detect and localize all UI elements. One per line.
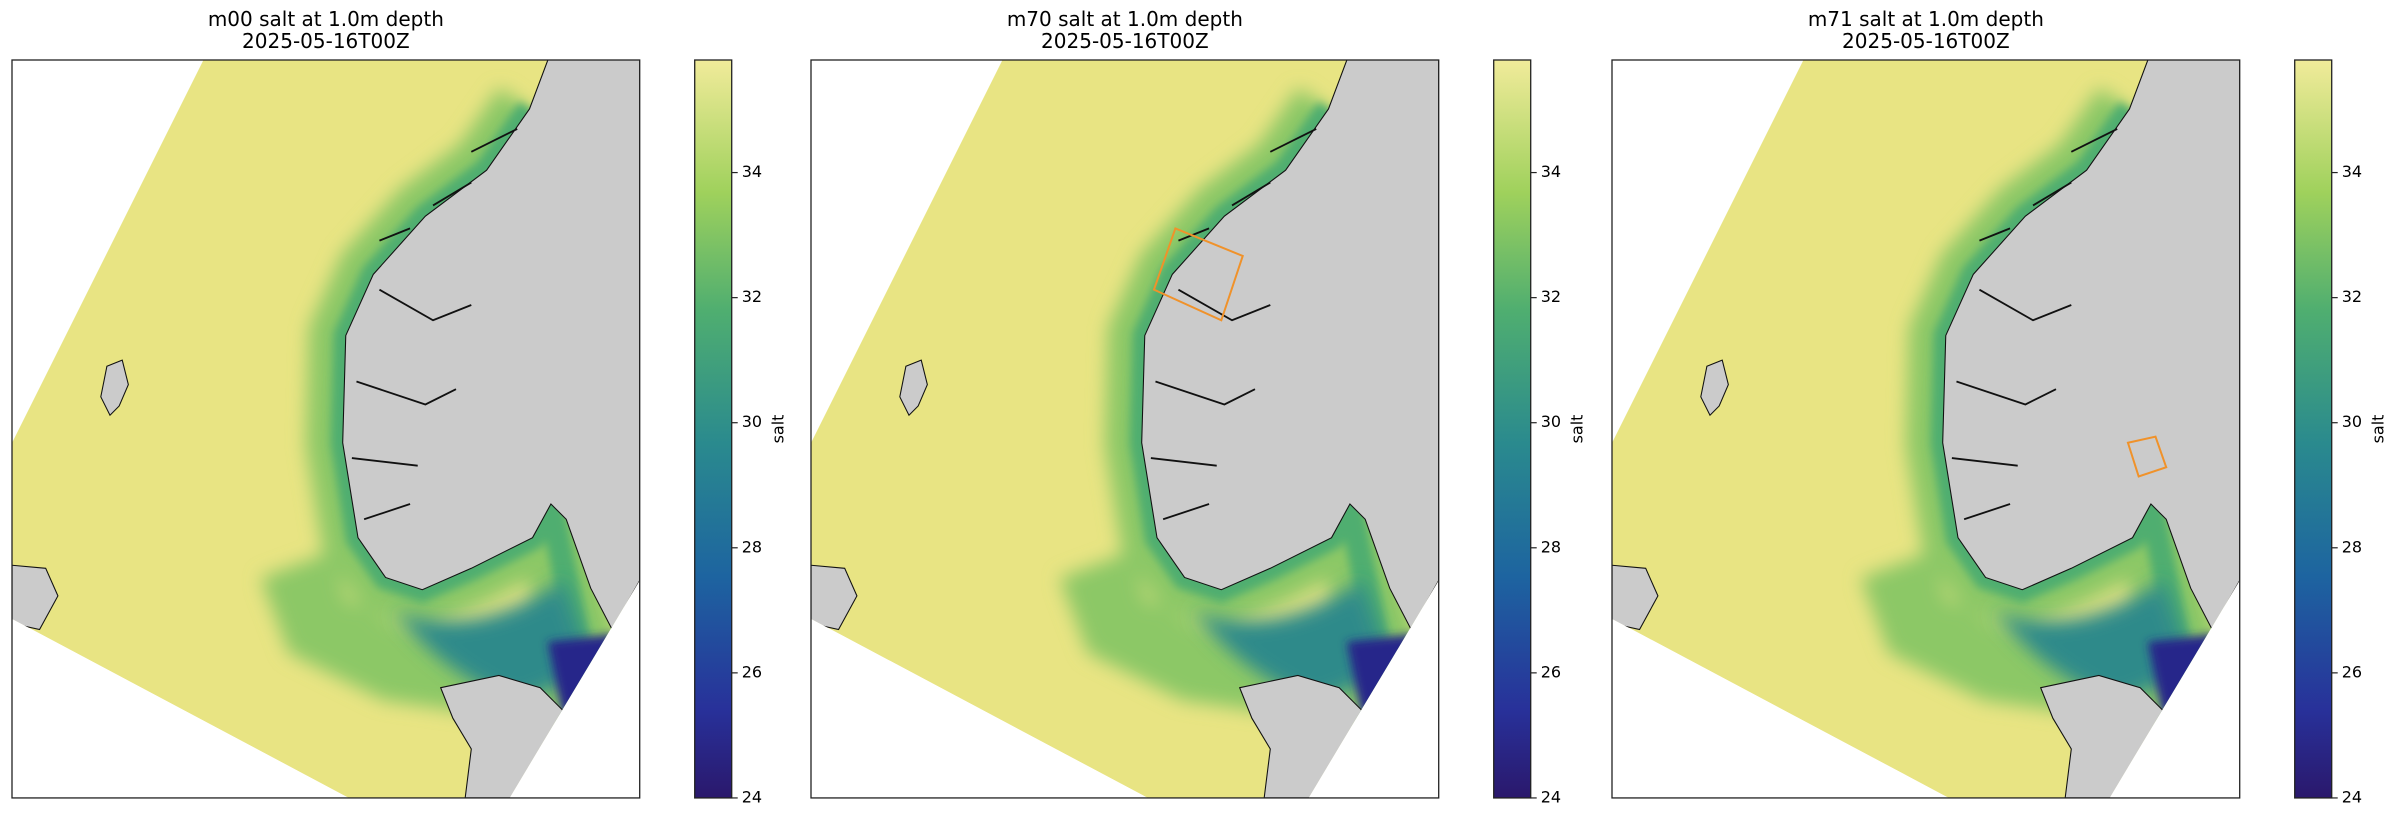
map-frame xyxy=(1611,59,2241,799)
fjord xyxy=(363,503,411,521)
colorbar-tick-label: 32 xyxy=(1541,287,1561,306)
colorbar-tick-label: 26 xyxy=(742,662,762,681)
panel-title: m70 salt at 1.0m depth xyxy=(1007,7,1243,31)
skagerrak xyxy=(394,580,594,704)
map xyxy=(12,60,640,798)
colorbar-label: salt xyxy=(2369,415,2388,444)
colorbar-tick-label: 34 xyxy=(742,162,762,181)
fjord xyxy=(1269,128,1317,153)
colorbar-tick-label: 30 xyxy=(1541,412,1561,431)
colorbar-tick-label: 30 xyxy=(742,412,762,431)
colorbar-tick-label: 32 xyxy=(2342,287,2362,306)
colorbar-tick-label: 28 xyxy=(2342,537,2362,556)
land xyxy=(1700,359,1729,417)
colorbar xyxy=(1493,59,1532,799)
fjord xyxy=(1956,380,2057,406)
fjord xyxy=(1150,457,1217,467)
land xyxy=(12,564,59,631)
colorbar-tick-label: 28 xyxy=(1541,537,1561,556)
skagerrak xyxy=(1193,580,1393,704)
land xyxy=(811,564,858,631)
colorbar-tick-label: 24 xyxy=(2342,787,2362,806)
colorbar xyxy=(694,59,733,799)
panel-title: m71 salt at 1.0m depth xyxy=(1808,7,2044,31)
skagerrak xyxy=(1994,580,2194,704)
fjord xyxy=(1177,288,1271,322)
fjord xyxy=(379,227,411,242)
land xyxy=(100,359,129,417)
map-frame xyxy=(11,59,641,799)
highlight-box xyxy=(2126,435,2168,478)
panel-date: 2025-05-16T00Z xyxy=(1041,29,1209,53)
colorbar xyxy=(2294,59,2333,799)
colorbar-tick-label: 34 xyxy=(1541,162,1561,181)
fjord xyxy=(432,181,472,207)
colorbar-tick-label: 26 xyxy=(2342,662,2362,681)
fjord xyxy=(1231,181,1271,207)
map-content xyxy=(12,60,640,798)
colorbar-tick-label: 24 xyxy=(742,787,762,806)
colorbar-tick-label: 28 xyxy=(742,537,762,556)
panel-title: m00 salt at 1.0m depth xyxy=(208,7,444,31)
fjord xyxy=(470,128,518,153)
fjord xyxy=(378,288,472,322)
fjord xyxy=(351,457,418,467)
colorbar-tick-label: 32 xyxy=(742,287,762,306)
fjord xyxy=(1162,503,1210,521)
colorbar-tick-label: 24 xyxy=(1541,787,1561,806)
map xyxy=(811,60,1439,798)
fjord xyxy=(1951,457,2018,467)
colorbar-label: salt xyxy=(769,415,788,444)
land xyxy=(1612,564,1659,631)
fjord xyxy=(1155,380,1256,406)
fjord xyxy=(2032,181,2072,207)
land xyxy=(899,359,928,417)
panel-date: 2025-05-16T00Z xyxy=(242,29,410,53)
map-content xyxy=(1612,60,2240,798)
map-content xyxy=(811,60,1439,798)
panel-date: 2025-05-16T00Z xyxy=(1842,29,2010,53)
highlight-box xyxy=(1152,227,1244,322)
fjord xyxy=(1979,227,2011,242)
map-frame xyxy=(810,59,1440,799)
colorbar-tick-label: 34 xyxy=(2342,162,2362,181)
fjord xyxy=(1963,503,2011,521)
fjord xyxy=(356,380,457,406)
fjord xyxy=(2070,128,2118,153)
colorbar-label: salt xyxy=(1568,415,1587,444)
fjord xyxy=(1178,227,1210,242)
colorbar-tick-label: 30 xyxy=(2342,412,2362,431)
fjord xyxy=(1978,288,2072,322)
map xyxy=(1612,60,2240,798)
colorbar-tick-label: 26 xyxy=(1541,662,1561,681)
